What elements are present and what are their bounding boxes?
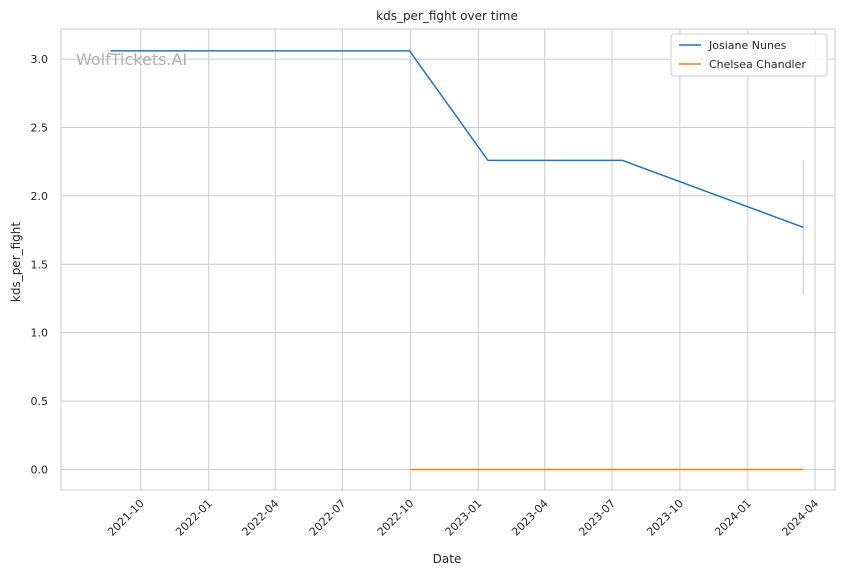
x-tick-label: 2022-07 [307, 497, 349, 539]
y-axis-label: kds_per_fight [9, 222, 23, 303]
grid [61, 29, 835, 490]
legend-box [670, 33, 828, 77]
x-axis-label: Date [433, 552, 462, 566]
watermark: WolfTickets.AI [76, 50, 187, 69]
y-tick-label: 1.5 [31, 258, 49, 271]
x-tick-label: 2023-01 [443, 497, 485, 539]
x-axis-ticks: 2021-10 2022-01 2022-04 2022-07 2022-10 2023-… [105, 497, 821, 539]
y-tick-label: 2.5 [31, 121, 49, 134]
y-tick-label: 0.0 [31, 463, 49, 476]
x-tick-label: 2023-04 [509, 497, 551, 539]
x-tick-label: 2022-10 [375, 497, 417, 539]
x-tick-label: 2023-07 [576, 497, 618, 539]
y-tick-label: 1.0 [31, 327, 49, 340]
series-line-0 [110, 50, 804, 229]
legend: Josiane Nunes Chelsea Chandler [670, 33, 828, 77]
legend-label-0: Josiane Nunes [708, 39, 787, 52]
x-tick-label: 2024-04 [779, 497, 821, 539]
plot-frame [60, 28, 836, 491]
y-tick-label: 0.5 [31, 395, 49, 408]
y-axis-ticks: 0.0 0.5 1.0 1.5 2.0 2.5 3.0 [31, 53, 49, 476]
x-tick-label: 2022-04 [240, 497, 282, 539]
y-tick-label: 3.0 [31, 53, 49, 66]
x-tick-label: 2024-01 [712, 497, 754, 539]
x-tick-label: 2021-10 [105, 497, 147, 539]
x-tick-label: 2022-01 [173, 497, 215, 539]
chart-title: kds_per_fight over time [376, 9, 518, 23]
x-tick-label: 2023-10 [644, 497, 686, 539]
legend-label-1: Chelsea Chandler [709, 58, 806, 71]
series-lines [110, 50, 804, 471]
y-tick-label: 2.0 [31, 190, 49, 203]
